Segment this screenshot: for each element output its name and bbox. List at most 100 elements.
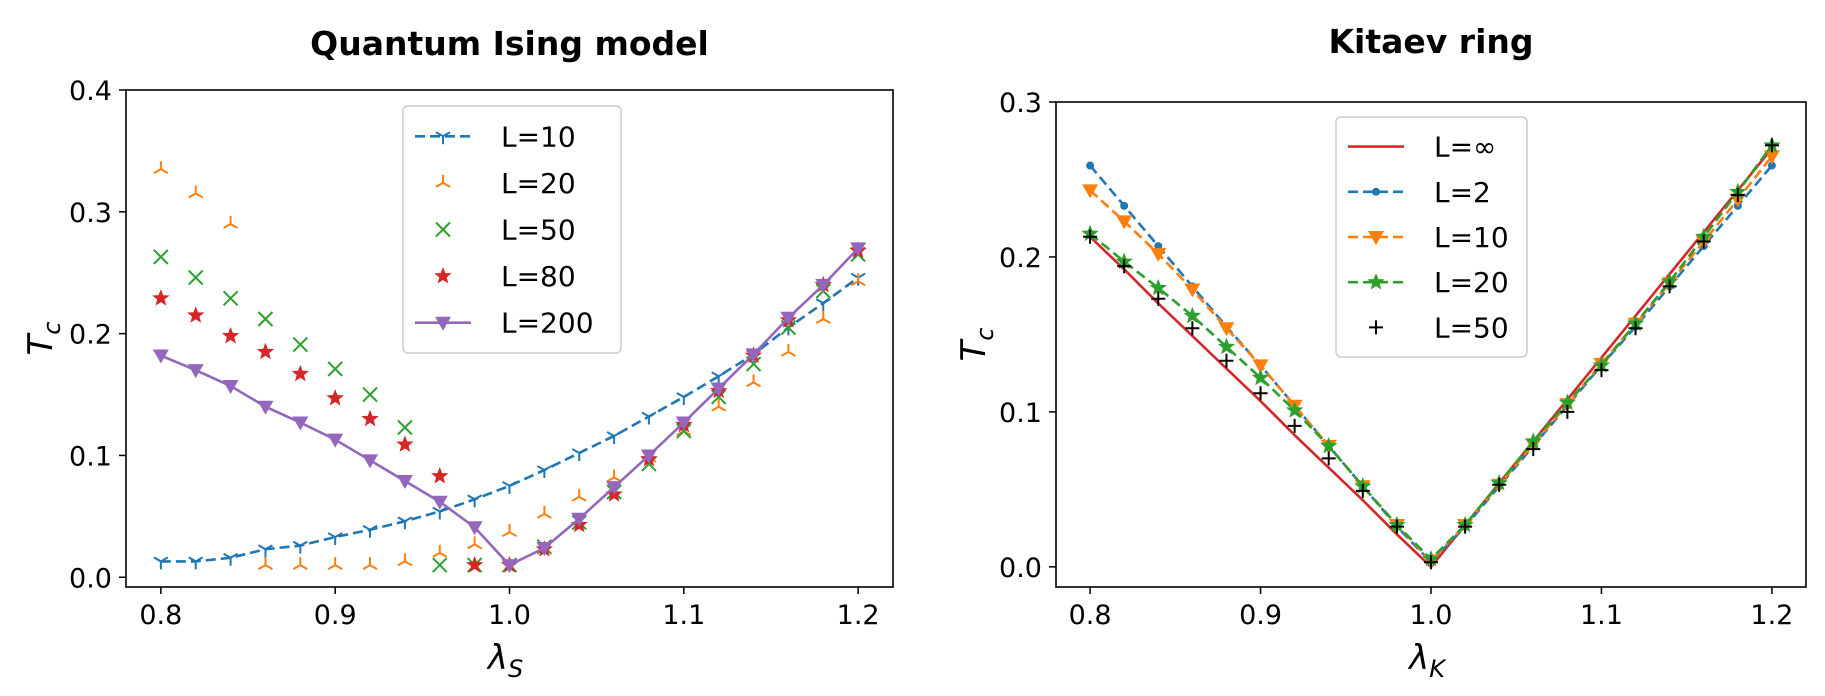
data-point [362,557,378,570]
data-point [257,400,274,415]
data-point [815,278,832,293]
data-point [780,311,797,326]
data-point [640,449,657,464]
data-point [641,411,657,425]
y-tick-label: 0.0 [999,553,1042,584]
data-point [327,361,343,377]
legend-item: L=20 [435,167,576,200]
data-point [1116,215,1133,230]
data-point [362,524,378,538]
legend: L=10 L=20 L=50 L=80 L=200 [402,105,622,354]
data-point [467,536,483,550]
y-axis-label: Tc [21,322,66,356]
data-point [257,544,273,558]
data-point [1117,259,1132,274]
data-point [850,242,867,257]
data-point [1730,187,1745,202]
data-point [327,433,344,448]
data-point [571,488,587,502]
y-tick-label: 0.0 [69,563,112,594]
legend-label: L=50 [1434,311,1509,344]
legend-label: L=50 [501,214,576,247]
data-point [221,326,240,344]
legend-item: L=∞ [1348,131,1496,164]
data-point [571,512,588,527]
plot-frame [125,89,894,588]
legend-label: L=10 [1434,221,1509,254]
chart-title: Quantum Ising model [310,24,709,63]
data-point [1492,477,1507,492]
legend-item: L=10 [1348,221,1509,254]
legend-label: L=200 [501,307,594,340]
data-point [327,532,343,546]
data-point [223,215,239,229]
legend: L=∞ L=2 L=10 L=20 L=50 [1335,116,1528,358]
data-point [432,506,448,520]
x-tick-label: 0.9 [314,600,357,631]
legend-marker [435,316,451,331]
chart-panel-kitaev-ring: Kitaev ring 0.8 0.9 1.0 1.1 1.2 0.0 0.1 0.2 0.3 λK… [954,22,1807,683]
data-point [1285,401,1304,418]
legend-marker [1368,231,1384,245]
data-point [606,469,622,483]
data-point [396,435,414,452]
data-point [1662,279,1677,294]
y-tick-label: 0.1 [69,441,112,472]
chart-title: Kitaev ring [1328,22,1533,61]
data-point [432,557,448,573]
data-point [1217,337,1236,355]
legend-item: L=20 [1348,266,1509,299]
data-point [292,336,309,353]
legend-item: L=2 [1348,176,1491,209]
data-point [467,494,483,508]
legend-label: L=∞ [1434,131,1496,164]
data-point [223,552,239,566]
data-point [256,342,275,360]
data-point [815,311,831,324]
data-point [1526,442,1541,457]
data-point [1219,353,1234,368]
data-point [432,544,448,558]
data-point [1389,519,1404,534]
data-point [1253,386,1268,401]
data-point [676,392,692,405]
data-point [1150,247,1167,262]
legend-item: L=200 [415,307,594,340]
legend-marker [1369,320,1383,335]
x-tick-label: 0.8 [1069,600,1112,631]
data-point [536,542,553,557]
y-tick-label: 0.2 [69,320,112,351]
data-point [502,524,517,538]
data-point [1628,321,1643,336]
x-axis-label: λS [486,638,523,683]
data-point [396,475,413,490]
legend-label: L=2 [1434,176,1491,209]
legend-marker [435,131,451,145]
data-point [1321,451,1336,466]
data-point [571,448,587,462]
data-point [1083,229,1098,244]
chart-panel-quantum-ising: Quantum Ising model 0.8 0.9 1.0 1.1 1.2 0.0 0.1… [21,24,894,683]
x-tick-label: 1.1 [1580,600,1623,631]
data-point [397,516,413,530]
legend-marker [435,221,451,238]
x-tick-label: 1.0 [488,600,531,631]
data-point [465,555,484,573]
data-point [153,249,169,265]
data-point [361,409,379,427]
data-point [1151,291,1166,306]
data-point [188,556,204,570]
data-point [222,380,239,395]
legend-marker [1367,273,1385,290]
series-l10-0 [153,272,866,570]
y-tick-label: 0.3 [69,198,112,229]
y-tick-label: 0.2 [999,243,1042,274]
data-point [152,349,169,364]
data-point [1251,368,1270,386]
data-point [1458,519,1473,534]
y-tick-label: 0.3 [999,88,1042,119]
data-point [1120,201,1129,210]
data-point [291,364,310,382]
legend-marker [1372,187,1380,196]
data-point [466,521,483,536]
